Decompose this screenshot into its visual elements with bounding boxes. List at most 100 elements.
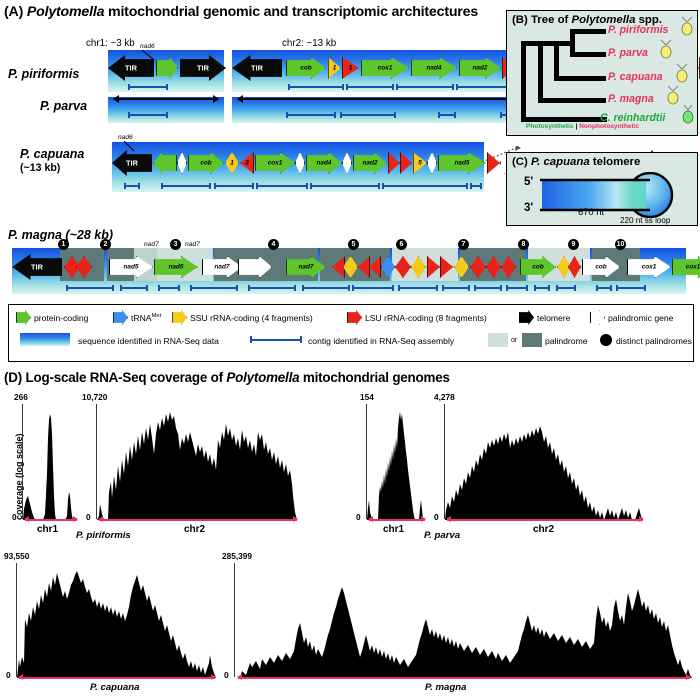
gene-nad5-capuana[interactable]: nad5 [438, 152, 486, 174]
magna-gene-row: TIR nad5 nad5 nad7 nad7 cob cob cox1 cox… [12, 254, 700, 280]
gene-cox1-magna[interactable]: cox1 [672, 256, 700, 278]
legend-contig-label: contig identified in RNA-Seq assembly [308, 336, 455, 346]
tree-branch-node3-v [570, 29, 575, 46]
lsu-fragment-m2[interactable] [76, 256, 92, 278]
species-piriformis-chart: P. piriformis [76, 530, 131, 541]
panel-c-title: (C) P. capuana telomere [512, 156, 641, 168]
lsu-fragment-m6[interactable] [395, 256, 411, 278]
contig-cap-0 [124, 183, 140, 189]
telomere-left-magna[interactable]: TIR [12, 254, 62, 280]
gene-nad7-palindromic-magna-b[interactable] [238, 256, 272, 278]
ssu-fragment-m2[interactable] [411, 256, 426, 278]
gene-cox1-palindromic-magna[interactable]: cox1 [627, 256, 671, 278]
tir-label: TIR [126, 158, 138, 168]
chr1-size-label: chr1: ~3 kb [86, 38, 135, 49]
yaxis-piriformis-chr2 [96, 404, 98, 519]
gene-nad4-capuana[interactable]: nad4 [306, 152, 342, 174]
tir-label: TIR [31, 262, 43, 272]
xaxis-parva-chr1[interactable] [368, 516, 426, 522]
ssu-fragment-c1[interactable]: 1 [225, 152, 239, 174]
lsu-fragment-m11[interactable] [501, 256, 516, 278]
magna-nad7-label-2: nad7 [185, 241, 200, 248]
contig-cap-4 [310, 183, 380, 189]
contig-piriformis-chr1 [128, 84, 168, 90]
palindrome-number-2: 2 [100, 239, 111, 250]
gene-cob[interactable]: cob [286, 57, 326, 79]
palindrome-marker-c4[interactable] [427, 152, 437, 174]
palindrome-marker-c3[interactable] [342, 152, 352, 174]
lsu-fragment-m8[interactable] [440, 256, 453, 278]
black-arrow-icon [519, 310, 534, 325]
tree-branch-root-h [521, 41, 543, 46]
telomere-left-piriformis-chr1[interactable]: TIR [108, 55, 154, 81]
xaxis-capuana[interactable] [18, 674, 216, 680]
gene-nad7-palindromic-magna-a[interactable]: nad7 [202, 256, 242, 278]
zero-parva-chr1: 0 [356, 512, 361, 522]
gene-cob-palindromic-magna[interactable]: cob [582, 256, 620, 278]
trna-met-m1[interactable] [381, 256, 395, 278]
xaxis-piriformis-chr2[interactable] [98, 516, 298, 522]
lsu-fragment-m9[interactable] [470, 256, 486, 278]
telomere-left-piriformis-chr2[interactable]: TIR [232, 55, 282, 81]
lsu-fragment-1[interactable]: 1 [342, 57, 359, 79]
lsu-fragment-m12[interactable] [568, 256, 581, 278]
yaxis-magna [234, 563, 236, 677]
tree-branch-magna [538, 98, 606, 103]
cell-icon-reinhardtii [682, 104, 694, 124]
telomere-left-capuana[interactable]: TIR [112, 150, 152, 176]
zero-magna: 0 [224, 670, 229, 680]
palindrome-number-6: 6 [396, 239, 407, 250]
tree-branch-parva [570, 52, 606, 57]
contig-p2 [346, 84, 394, 90]
ymax-piriformis-chr1: 266 [14, 392, 28, 402]
cell-icon-piriformis [681, 16, 693, 36]
legend-distinct-palindromes-label: distinct palindromes [616, 336, 692, 346]
lsu-fragment-m10[interactable] [486, 256, 501, 278]
legend-protein-coding-label: protein-coding [34, 313, 89, 323]
gene-cox1[interactable]: cox1 [361, 57, 409, 79]
xaxis-parva-chr2[interactable] [446, 516, 644, 522]
gene-cob-magna[interactable]: cob [520, 256, 556, 278]
gene-nad2[interactable]: nad2 [459, 57, 501, 79]
lsu-fragment-c4[interactable] [400, 152, 412, 174]
xaxis-piriformis-chr1[interactable] [24, 516, 78, 522]
gene-nad7-magna[interactable]: nad7 [286, 256, 326, 278]
gene-nad6-capuana[interactable] [153, 152, 177, 174]
panel-a-title-suffix: mitochondrial genomic and transcriptomic… [104, 4, 479, 20]
tir-label: TIR [251, 63, 263, 73]
gene-nad5-magna[interactable]: nad5 [154, 256, 198, 278]
lsu-fragment-c3[interactable] [388, 152, 400, 174]
species-magna-chart: P. magna [425, 682, 467, 693]
telomere-hairpin-diagram [540, 172, 674, 218]
species-size-capuana: (~13 kb) [20, 162, 61, 174]
contig-mag-13 [556, 285, 576, 291]
gene-cox1-capuana[interactable]: cox1 [255, 152, 295, 174]
ssu-fragment-1[interactable]: 1 [328, 57, 341, 79]
panel-b-title: (B) Tree of Polytomella spp. [512, 14, 663, 26]
contig-mag-5 [248, 285, 296, 291]
tree-branch-node2-h [538, 41, 558, 46]
contig-mag-12 [534, 285, 550, 291]
palindrome-marker-c1[interactable] [177, 152, 187, 174]
lsu-fragment-m7[interactable] [427, 256, 440, 278]
ssu-fragment-m3[interactable] [454, 256, 469, 278]
telomere-right-piriformis-chr1[interactable]: TIR [180, 55, 226, 81]
gene-cob-capuana[interactable]: cob [188, 152, 224, 174]
lsu-fragment-m4[interactable] [358, 256, 370, 278]
ssu-fragment-c5[interactable]: 5 [413, 152, 427, 174]
ymax-parva-chr1: 154 [360, 392, 374, 402]
gene-nad5-palindromic-magna[interactable]: nad5 [109, 256, 153, 278]
gene-nad6-piriformis-chr1[interactable] [156, 57, 178, 79]
palindrome-marker-c2[interactable] [295, 152, 305, 174]
lsu-fragment-m5[interactable] [369, 256, 381, 278]
palindrome-number-10: 10 [615, 239, 626, 250]
panel-b-footer: Photosynthetic | Nonphotosynthetic [526, 123, 640, 130]
xaxis-magna[interactable] [237, 674, 691, 680]
capuana-gene-row: TIR cob 1 2 cox1 nad4 nad2 5 nad5 4 2 na… [112, 150, 666, 176]
gene-nad2-capuana[interactable]: nad2 [353, 152, 387, 174]
telomere-five-prime-label: 5' [524, 176, 534, 188]
ssu-fragment-m1[interactable] [343, 256, 358, 278]
palindrome-swatch-light-icon [488, 333, 508, 347]
gene-nad4[interactable]: nad4 [411, 57, 457, 79]
lsu-fragment-c2[interactable]: 2 [240, 152, 254, 174]
